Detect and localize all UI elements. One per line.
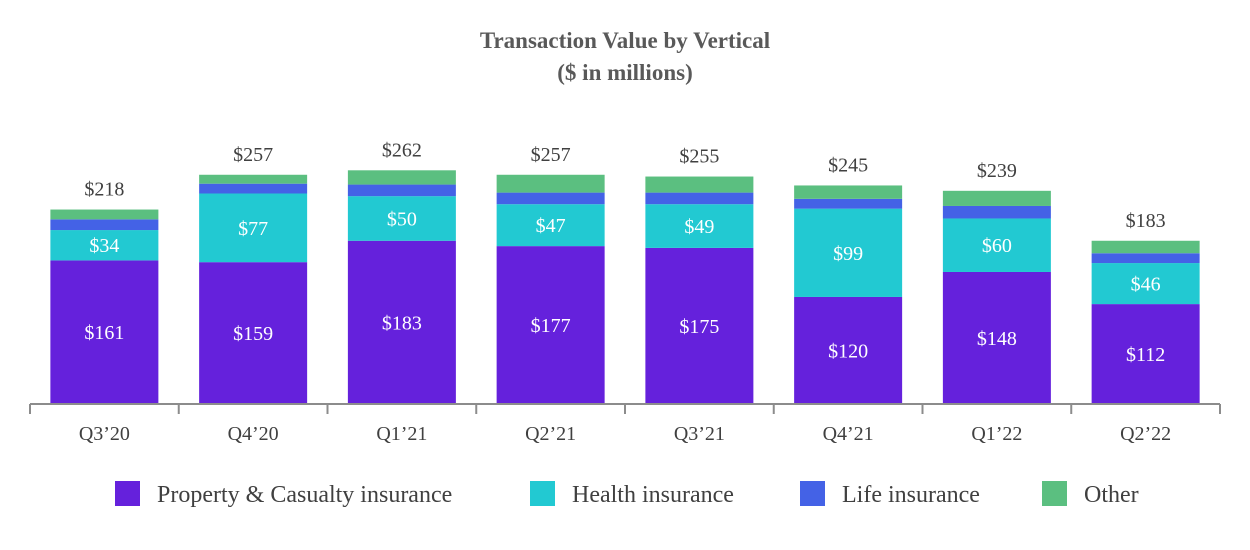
segment-value-label: $46 (1131, 274, 1161, 296)
bar-segment-3-6 (794, 198, 903, 209)
segment-value-label: $47 (536, 215, 566, 237)
segment-value-label: $177 (531, 315, 571, 337)
legend-swatch-2 (530, 481, 555, 506)
bar-total-label: $257 (531, 144, 571, 166)
x-tick-label: Q4’21 (823, 423, 874, 445)
segment-value-label: $175 (679, 316, 719, 338)
segment-value-label: $99 (833, 243, 863, 265)
bar-segment-1-3 (347, 240, 456, 404)
bar-segment-2-6 (794, 208, 903, 297)
bar-total-label: $257 (233, 144, 273, 166)
bar-segment-4-8 (1091, 240, 1200, 254)
bar-segment-1-4 (496, 246, 605, 404)
bar-total-label: $262 (382, 139, 422, 161)
x-tick-label: Q3’21 (674, 423, 725, 445)
bar-segment-3-7 (942, 205, 1051, 219)
segment-value-label: $112 (1126, 344, 1165, 366)
bar-segment-3-3 (347, 184, 456, 197)
legend-label-3: Life insurance (842, 482, 980, 508)
bar-segment-2-3 (347, 196, 456, 241)
legend-label-1: Property & Casualty insurance (157, 482, 452, 508)
bar-total-label: $245 (828, 154, 868, 176)
bar-segment-4-2 (199, 174, 308, 184)
bar-segment-4-5 (645, 176, 754, 193)
x-tick-label: Q2’22 (1120, 423, 1171, 445)
x-axis: Q3’20 Q4’20 Q1’21 Q2’21 Q3’21 Q4’21 Q1’22 Q2’22 (29, 403, 1221, 445)
segment-value-label: $159 (233, 323, 273, 345)
x-tick-label: Q2’21 (525, 423, 576, 445)
bar-segment-2-2 (199, 193, 308, 263)
bar-segment-2-4 (496, 204, 605, 247)
legend-swatch-3 (800, 481, 825, 506)
bar-segment-1-8 (1091, 304, 1200, 404)
bar-segment-1-1 (50, 260, 159, 404)
bars-layer: $161 $34 $218 $159 $77 $257 $183 $50 $262 $177 $47… (50, 139, 1200, 404)
segment-value-label: $161 (84, 322, 124, 344)
legend: Property & Casualty insurance Health insu… (115, 481, 1139, 508)
bar-segment-1-5 (645, 247, 754, 404)
chart-subtitle: ($ in millions) (557, 60, 692, 85)
x-tick-label: Q1’22 (971, 423, 1022, 445)
segment-value-label: $60 (982, 235, 1012, 257)
bar-segment-1-7 (942, 271, 1051, 404)
bar-segment-3-4 (496, 192, 605, 205)
segment-value-label: $77 (238, 218, 268, 240)
bar-segment-4-3 (347, 170, 456, 185)
bar-segment-1-6 (794, 296, 903, 404)
segment-value-label: $183 (382, 312, 422, 334)
segment-value-label: $34 (89, 235, 119, 257)
legend-label-4: Other (1084, 482, 1139, 508)
bar-segment-4-7 (942, 190, 1051, 206)
segment-value-label: $148 (977, 328, 1017, 350)
segment-value-label: $50 (387, 208, 417, 230)
bar-segment-1-2 (199, 262, 308, 404)
legend-swatch-1 (115, 481, 140, 506)
x-tick-label: Q1’21 (376, 423, 427, 445)
bar-total-label: $255 (679, 146, 719, 168)
legend-swatch-4 (1042, 481, 1067, 506)
x-tick-label: Q3’20 (79, 423, 130, 445)
bar-segment-4-1 (50, 209, 159, 220)
bar-total-label: $183 (1126, 210, 1166, 232)
bar-segment-3-8 (1091, 253, 1200, 264)
x-tick-label: Q4’20 (228, 423, 279, 445)
legend-label-2: Health insurance (572, 482, 734, 508)
bar-segment-2-1 (50, 230, 159, 261)
bar-segment-2-7 (942, 218, 1051, 272)
segment-value-label: $49 (684, 216, 714, 238)
bar-total-label: $218 (84, 179, 124, 201)
segment-value-label: $120 (828, 340, 868, 362)
bar-total-label: $239 (977, 160, 1017, 182)
bar-segment-3-5 (645, 192, 754, 205)
bar-segment-4-4 (496, 174, 605, 193)
bar-segment-2-8 (1091, 263, 1200, 305)
bar-segment-4-6 (794, 185, 903, 199)
bar-segment-2-5 (645, 204, 754, 248)
bar-segment-3-2 (199, 183, 308, 194)
bar-segment-3-1 (50, 219, 159, 231)
chart-title: Transaction Value by Vertical (480, 28, 770, 53)
